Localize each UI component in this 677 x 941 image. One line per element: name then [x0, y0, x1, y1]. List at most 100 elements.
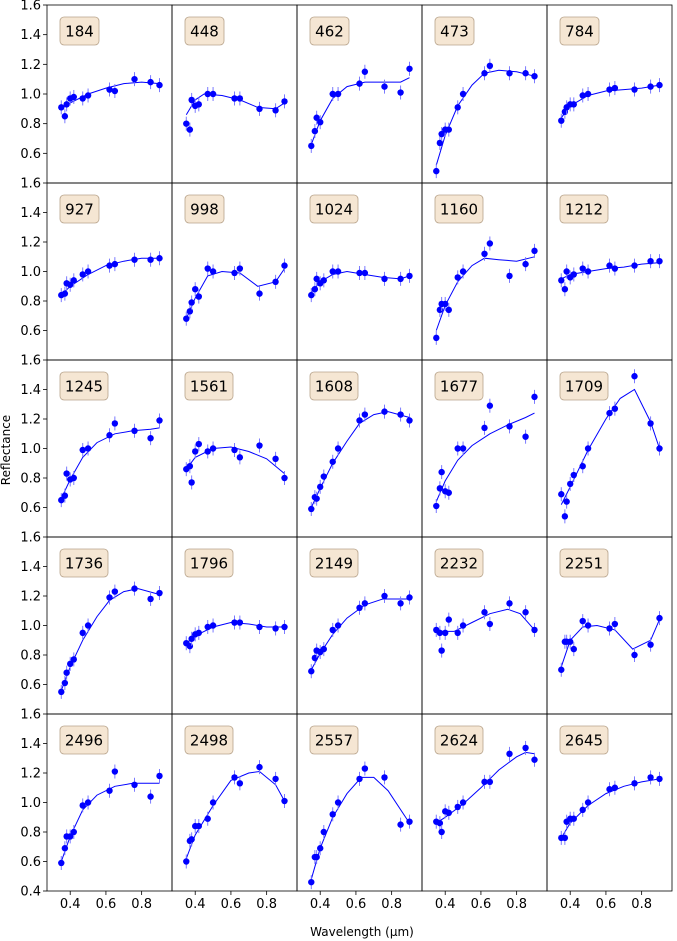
- data-point: [558, 491, 565, 498]
- data-point: [459, 445, 467, 452]
- data-point: [195, 822, 202, 830]
- y-tick-label: 0.6: [20, 324, 41, 339]
- panel-2149: 2149: [296, 536, 423, 715]
- panel-label: 1709: [565, 378, 603, 396]
- data-point: [381, 83, 388, 90]
- data-point: [454, 629, 461, 637]
- data-point: [256, 290, 263, 297]
- data-point: [558, 666, 565, 673]
- data-point: [111, 768, 119, 775]
- fit-line: [436, 608, 535, 632]
- data-point: [454, 445, 461, 452]
- data-point: [63, 101, 70, 108]
- panel-label: 2251: [565, 555, 603, 573]
- data-point: [433, 167, 440, 175]
- data-point: [561, 834, 569, 842]
- data-point: [147, 793, 154, 800]
- data-point: [656, 775, 663, 783]
- data-point: [320, 645, 327, 653]
- data-point: [231, 269, 238, 277]
- data-point: [647, 257, 654, 265]
- y-tick-label: 1.4: [20, 560, 41, 575]
- data-point: [531, 626, 538, 634]
- y-tick-label: 0.8: [20, 649, 41, 664]
- data-point: [281, 474, 288, 482]
- data-point: [147, 78, 154, 86]
- data-point: [106, 432, 113, 439]
- data-point: [579, 463, 586, 470]
- panel-frame: [546, 713, 673, 892]
- panel-label-box: [309, 16, 350, 46]
- panel-1796: 1796: [171, 536, 298, 715]
- data-point: [236, 619, 244, 626]
- data-point: [329, 90, 336, 98]
- data-point: [67, 660, 74, 668]
- data-point: [631, 651, 638, 659]
- panel-label-box: [309, 194, 359, 224]
- data-point: [611, 405, 619, 412]
- data-point: [188, 96, 195, 104]
- data-point: [436, 485, 444, 492]
- data-point: [454, 803, 461, 811]
- data-point: [579, 806, 586, 814]
- data-point: [454, 104, 461, 111]
- data-point: [445, 126, 452, 133]
- panel-label: 2149: [315, 555, 353, 573]
- panel-label: 473: [440, 23, 469, 41]
- fit-line: [310, 411, 410, 508]
- x-tick-label: 0.4: [310, 897, 331, 912]
- data-point: [486, 620, 494, 628]
- x-tick-label: 0.4: [435, 897, 456, 912]
- data-point: [320, 473, 327, 480]
- data-point: [584, 445, 592, 452]
- fit-line: [60, 427, 160, 499]
- data-point: [313, 853, 320, 861]
- data-point: [204, 448, 211, 455]
- data-point: [131, 585, 138, 592]
- panel-2251: 2251: [546, 536, 673, 715]
- panel-label-box: [184, 371, 234, 401]
- panel-label: 1561: [190, 378, 228, 396]
- panel-label: 1736: [65, 555, 103, 573]
- data-point: [631, 373, 638, 380]
- data-point: [656, 257, 663, 265]
- data-point: [579, 265, 586, 272]
- data-point: [459, 268, 467, 275]
- data-point: [79, 802, 86, 809]
- data-point: [313, 495, 320, 502]
- data-point: [454, 274, 461, 281]
- panels-layer: 184 448 462 473 784 927 998 1024 1160 1212 1245 156…: [43, 4, 673, 895]
- panel-label-box: [184, 16, 225, 46]
- y-tick-label: 1.4: [20, 206, 41, 221]
- data-point: [436, 819, 444, 827]
- data-point: [70, 93, 77, 101]
- data-point: [281, 797, 288, 805]
- data-point: [231, 95, 238, 102]
- data-point: [186, 126, 194, 133]
- data-point: [183, 315, 190, 322]
- data-point: [381, 408, 388, 415]
- panel-label-box: [59, 725, 109, 755]
- panel-1677: 1677: [421, 359, 548, 538]
- data-point: [329, 458, 336, 465]
- data-point: [61, 679, 69, 687]
- panel-927: 927: [43, 182, 173, 361]
- data-point: [111, 260, 119, 268]
- y-tick-label: 0.8: [20, 826, 41, 841]
- data-point: [106, 594, 113, 601]
- data-point: [311, 127, 319, 135]
- panel-2624: 2624: [421, 713, 548, 895]
- data-point: [522, 433, 529, 440]
- data-point: [111, 420, 119, 427]
- y-tick-label: 0.6: [20, 678, 41, 693]
- data-point: [433, 502, 440, 510]
- data-point: [84, 445, 92, 452]
- data-point: [531, 756, 538, 763]
- data-point: [570, 815, 577, 822]
- data-point: [70, 474, 77, 482]
- data-point: [361, 68, 369, 75]
- y-tick-label: 1.2: [20, 58, 41, 73]
- panel-1736: 1736: [43, 536, 173, 715]
- data-point: [611, 784, 619, 791]
- data-point: [631, 780, 638, 787]
